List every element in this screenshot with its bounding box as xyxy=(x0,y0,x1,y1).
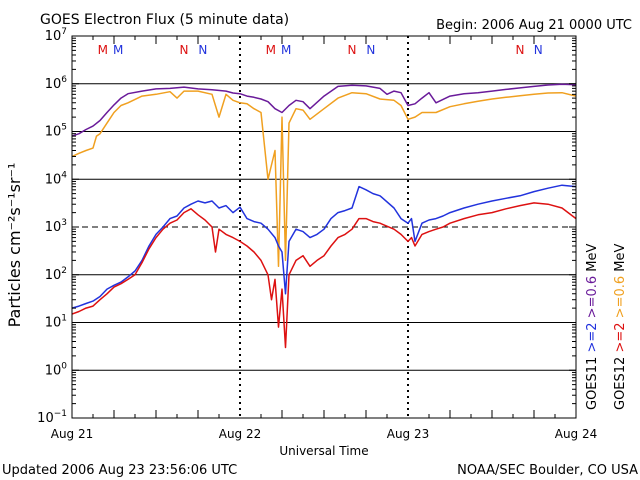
chart-title: GOES Electron Flux (5 minute data) xyxy=(40,12,289,28)
event-marker: N xyxy=(180,43,189,57)
event-marker: N xyxy=(198,43,207,57)
event-marker: N xyxy=(516,43,525,57)
series-line xyxy=(71,184,577,309)
series-group xyxy=(71,83,577,349)
event-marker: M xyxy=(281,43,291,57)
y-tick-label: 103 xyxy=(45,218,67,235)
y-tick-group: 10−1 100 101 102 103 104 105 106 107 xyxy=(37,27,576,426)
y-tick-label: 107 xyxy=(45,27,67,44)
y-tick-label: 10−1 xyxy=(37,409,67,426)
y-tick-label: 102 xyxy=(45,266,67,283)
event-marker: N xyxy=(348,43,357,57)
y-tick-label: 104 xyxy=(45,170,68,187)
x-tick-label: Aug 21 xyxy=(51,427,94,441)
day-divider-group xyxy=(239,36,409,418)
y-tick-label: 100 xyxy=(45,361,68,378)
x-axis-label: Universal Time xyxy=(279,444,368,458)
x-tick-group: Aug 21 Aug 22 Aug 23 Aug 24 xyxy=(51,36,598,441)
updated-time: Updated 2006 Aug 23 23:56:06 UTC xyxy=(2,463,237,478)
event-marker: N xyxy=(366,43,375,57)
series-line xyxy=(71,83,577,137)
y-tick-label: 105 xyxy=(45,123,67,140)
x-tick-label: Aug 24 xyxy=(555,427,598,441)
event-marker: M xyxy=(266,43,276,57)
event-marker: M xyxy=(98,43,108,57)
series-line xyxy=(71,202,577,349)
credit: NOAA/SEC Boulder, CO USA xyxy=(457,463,638,478)
legend-group: GOES11 >=2 >=0.6 MeV GOES12 >=2 >=0.6 MeV xyxy=(585,244,628,410)
x-tick-label: Aug 22 xyxy=(219,427,262,441)
series-line xyxy=(71,90,577,268)
y-axis-label: Particles cm⁻²s⁻¹sr⁻¹ xyxy=(5,163,24,328)
event-marker: N xyxy=(534,43,543,57)
event-marker: M xyxy=(113,43,123,57)
y-tick-label: 101 xyxy=(45,314,67,331)
begin-time: Begin: 2006 Aug 21 0000 UTC xyxy=(436,18,632,33)
gridline-group xyxy=(72,83,576,371)
legend-entry: GOES12 >=2 >=0.6 MeV xyxy=(613,244,628,410)
x-tick-label: Aug 23 xyxy=(387,427,430,441)
legend-entry: GOES11 >=2 >=0.6 MeV xyxy=(585,244,600,410)
y-tick-label: 106 xyxy=(45,75,68,92)
